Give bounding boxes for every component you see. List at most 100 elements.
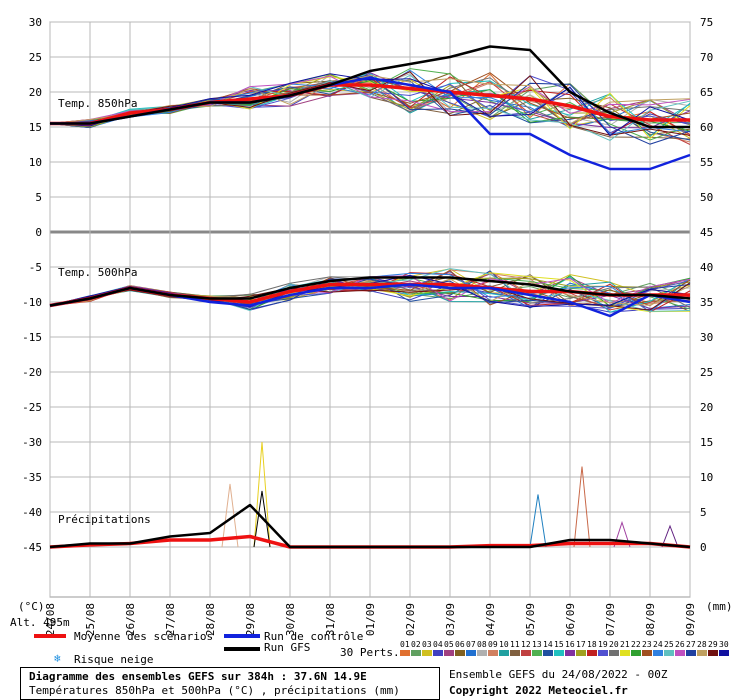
pert-color-swatch: [466, 650, 476, 656]
y-tick-label: -35: [22, 471, 42, 484]
pert-color-swatch: [444, 650, 454, 656]
caption-box: Diagramme des ensembles GEFS sur 384h : …: [20, 667, 440, 700]
pert-number: 09: [488, 640, 498, 649]
pert-color-swatch: [642, 650, 652, 656]
pert-color-swatch: [620, 650, 630, 656]
pert-color-swatch: [697, 650, 707, 656]
pert-number: 17: [576, 640, 586, 649]
y-right-tick-label: 60: [700, 121, 713, 134]
y-tick-label: 30: [29, 16, 42, 29]
y-tick-label: 10: [29, 156, 42, 169]
pert-number: 12: [521, 640, 531, 649]
y-tick-label: -5: [29, 261, 42, 274]
pert-color-swatch: [411, 650, 421, 656]
legend-snow: Risque neige: [74, 653, 154, 666]
pert-color-swatch: [422, 650, 432, 656]
pert-color-swatch: [653, 650, 663, 656]
pert-color-swatch: [686, 650, 696, 656]
x-tick-label: 27/08: [164, 603, 177, 636]
y-tick-label: 5: [35, 191, 42, 204]
pert-number: 19: [598, 640, 608, 649]
pert-color-swatch: [521, 650, 531, 656]
pert-number: 04: [433, 640, 443, 649]
y-tick-label: -20: [22, 366, 42, 379]
precip-peak: [253, 490, 271, 548]
pert-color-swatch: [598, 650, 608, 656]
pert-color-swatch: [719, 650, 729, 656]
y-right-tick-label: 55: [700, 156, 713, 169]
y-tick-label: -30: [22, 436, 42, 449]
member-line-t850: [49, 71, 691, 136]
precip-peak: [221, 483, 239, 548]
pert-number: 03: [422, 640, 432, 649]
y-right-tick-label: 5: [700, 506, 707, 519]
pert-number: 13: [532, 640, 542, 649]
pert-number: 25: [664, 640, 674, 649]
y-right-tick-label: 0: [700, 541, 707, 554]
x-tick-label: 25/08: [84, 603, 97, 636]
x-tick-label: 26/08: [124, 603, 137, 636]
run-info: Ensemble GEFS du 24/08/2022 - 00Z: [449, 668, 668, 681]
pert-number: 05: [444, 640, 454, 649]
pert-color-swatch: [576, 650, 586, 656]
control-swatch: [224, 634, 260, 638]
pert-color-swatch: [565, 650, 575, 656]
y-tick-label: -25: [22, 401, 42, 414]
pert-number: 07: [466, 640, 476, 649]
x-tick-label: 31/08: [324, 603, 337, 636]
pert-color-swatch: [433, 650, 443, 656]
right-unit-label: (mm): [706, 600, 733, 613]
pert-color-swatch: [400, 650, 410, 656]
x-tick-label: 30/08: [284, 603, 297, 636]
pert-number: 20: [609, 640, 619, 649]
pert-color-swatch: [510, 650, 520, 656]
y-right-tick-label: 30: [700, 331, 713, 344]
legend-perts: 30 Perts.: [340, 646, 400, 659]
y-right-tick-label: 10: [700, 471, 713, 484]
chart-series: [49, 45, 691, 549]
pert-number: 26: [675, 640, 685, 649]
pert-color-swatch: [609, 650, 619, 656]
x-tick-label: 03/09: [444, 603, 457, 636]
pert-color-swatch: [631, 650, 641, 656]
snowflake-icon: ❄: [54, 652, 61, 665]
pert-number: 27: [686, 640, 696, 649]
pert-number: 15: [554, 640, 564, 649]
x-tick-label: 08/09: [644, 603, 657, 636]
mean-swatch: [34, 634, 66, 638]
y-tick-label: 0: [35, 226, 42, 239]
precip-peak: [529, 494, 547, 548]
x-tick-label: 29/08: [244, 603, 257, 636]
t850-label: Temp. 850hPa: [58, 97, 137, 110]
y-tick-label: -40: [22, 506, 42, 519]
pert-number: 23: [642, 640, 652, 649]
pert-number: 08: [477, 640, 487, 649]
pert-color-swatch: [664, 650, 674, 656]
x-tick-label: 07/09: [604, 603, 617, 636]
precip-label: Précipitations: [58, 513, 151, 526]
precip-peak: [661, 524, 679, 548]
y-right-tick-label: 20: [700, 401, 713, 414]
y-right-tick-label: 75: [700, 16, 713, 29]
y-right-tick-label: 15: [700, 436, 713, 449]
x-tick-label: 28/08: [204, 603, 217, 636]
y-right-tick-label: 25: [700, 366, 713, 379]
legend-gfs: Run GFS: [264, 641, 311, 654]
chart-title: Diagramme des ensembles GEFS sur 384h : …: [29, 670, 367, 683]
pert-color-swatch: [587, 650, 597, 656]
pert-number: 24: [653, 640, 663, 649]
pert-number: 28: [697, 640, 707, 649]
pert-color-swatch: [675, 650, 685, 656]
y-tick-label: -10: [22, 296, 42, 309]
y-tick-label: -45: [22, 541, 42, 554]
pert-number: 16: [565, 640, 575, 649]
chart-axes: 302520151050-5-10-15-20-25-30-35-40-4524…: [22, 16, 713, 636]
y-tick-label: 15: [29, 121, 42, 134]
pert-number: 22: [631, 640, 641, 649]
precip-peak: [573, 466, 591, 548]
pert-number: 06: [455, 640, 465, 649]
pert-color-swatch: [543, 650, 553, 656]
pert-number: 10: [499, 640, 509, 649]
x-tick-label: 05/09: [524, 603, 537, 636]
